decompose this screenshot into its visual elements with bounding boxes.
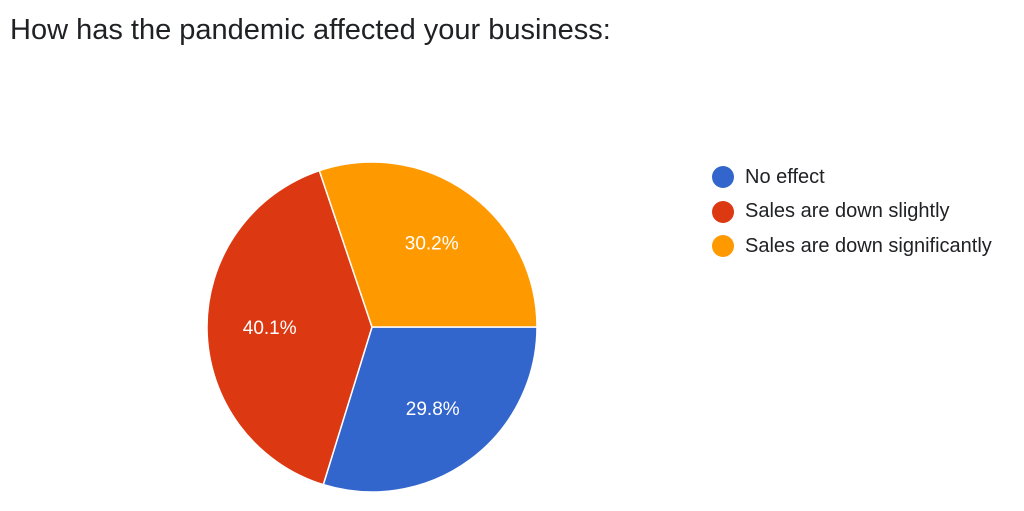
chart-title: How has the pandemic affected your busin… [10, 14, 611, 46]
pie-slice-percent-label: 40.1% [243, 318, 297, 339]
legend-swatch-icon [712, 235, 734, 258]
pie-slice-no-effect[interactable] [322, 326, 538, 493]
pie-slice-labels: 29.8% 40.1% 30.2% [243, 233, 460, 419]
pie-slices [206, 161, 538, 493]
legend-item-sales-down-significantly[interactable]: Sales are down significantly [712, 229, 992, 264]
legend-swatch-icon [712, 200, 734, 223]
legend-item-sales-down-slightly[interactable]: Sales are down slightly [712, 195, 992, 230]
pie-slice-percent-label: 29.8% [406, 399, 460, 420]
pie-slice-sales-down-slightly[interactable] [206, 169, 373, 486]
legend-label: No effect [745, 165, 825, 188]
legend-label: Sales are down slightly [745, 200, 950, 223]
legend-swatch-icon [712, 166, 734, 189]
legend: No effect Sales are down slightly Sales … [712, 160, 992, 264]
pie-slice-percent-label: 30.2% [405, 233, 459, 254]
legend-item-no-effect[interactable]: No effect [712, 160, 992, 195]
legend-label: Sales are down significantly [745, 234, 992, 257]
pie-slice-sales-down-significantly[interactable] [318, 161, 538, 328]
